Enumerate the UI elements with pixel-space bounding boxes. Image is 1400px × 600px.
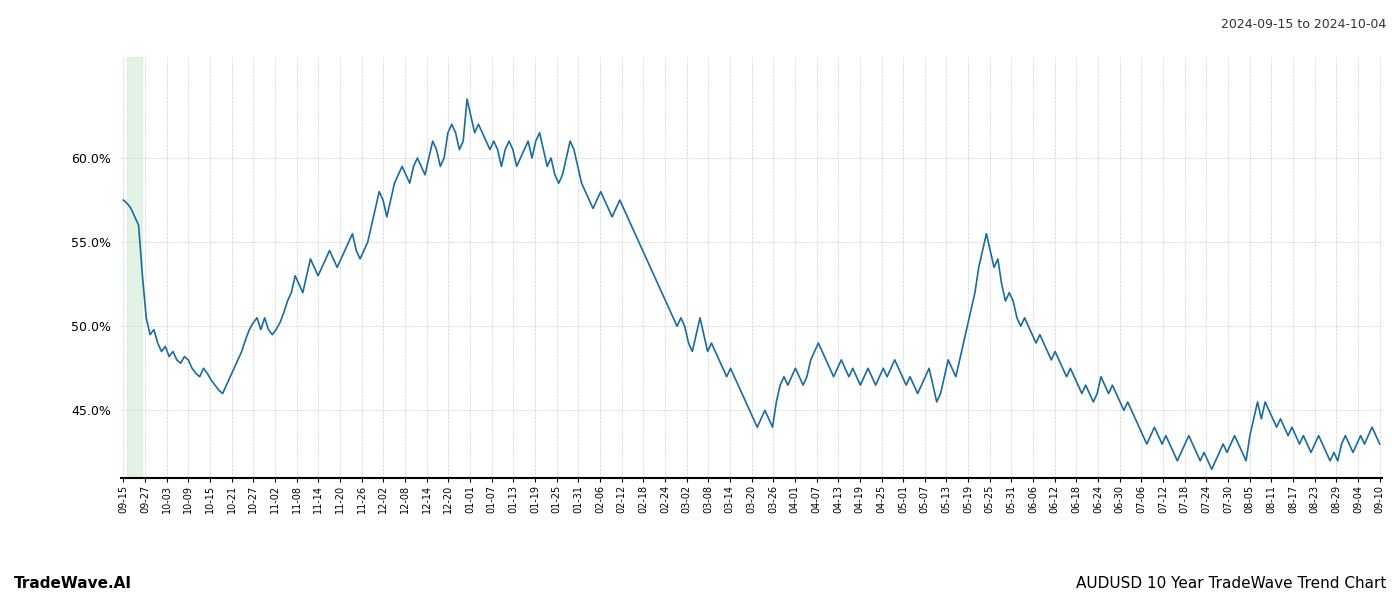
Text: TradeWave.AI: TradeWave.AI <box>14 576 132 591</box>
Bar <box>127 57 143 478</box>
Text: 2024-09-15 to 2024-10-04: 2024-09-15 to 2024-10-04 <box>1221 18 1386 31</box>
Text: AUDUSD 10 Year TradeWave Trend Chart: AUDUSD 10 Year TradeWave Trend Chart <box>1075 576 1386 591</box>
